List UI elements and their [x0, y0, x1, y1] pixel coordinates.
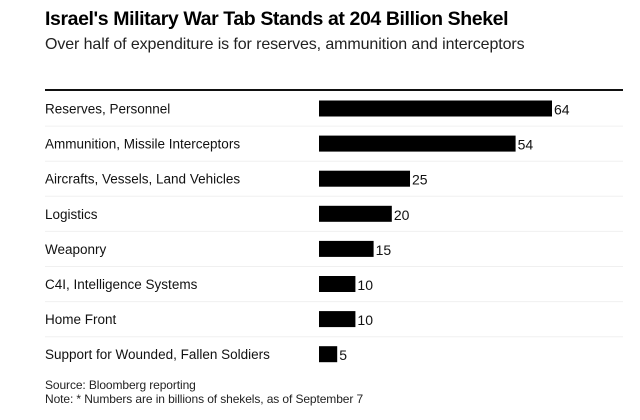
data-label: 15	[376, 242, 392, 258]
bar	[319, 170, 411, 187]
category-label: Logistics	[45, 207, 98, 222]
source-note: Source: Bloomberg reporting	[45, 378, 196, 392]
category-label: Aircrafts, Vessels, Land Vehicles	[45, 172, 240, 187]
bar	[319, 346, 338, 363]
bar	[319, 135, 516, 152]
top-rule	[45, 89, 623, 91]
bar	[319, 100, 552, 117]
data-label: 64	[554, 102, 570, 118]
data-label: 20	[394, 207, 410, 223]
category-label: Weaponry	[45, 242, 107, 257]
category-label: Reserves, Personnel	[45, 102, 170, 117]
data-label: 54	[518, 137, 534, 153]
bar	[319, 311, 356, 328]
data-label: 10	[357, 277, 373, 293]
bar	[319, 276, 356, 292]
category-label: Ammunition, Missile Interceptors	[45, 137, 240, 152]
category-label: C4I, Intelligence Systems	[45, 277, 198, 292]
bar	[319, 205, 392, 222]
chart-footer: Source: Bloomberg reporting Note: * Numb…	[45, 378, 364, 406]
data-label: 10	[357, 312, 373, 328]
bar	[319, 240, 374, 257]
category-label: Support for Wounded, Fallen Soldiers	[45, 347, 270, 362]
data-label: 25	[412, 172, 428, 188]
category-label: Home Front	[45, 312, 117, 327]
data-label: 5	[339, 347, 347, 363]
chart-title: Israel's Military War Tab Stands at 204 …	[45, 8, 509, 30]
chart-subtitle: Over half of expenditure is for reserves…	[45, 36, 525, 53]
units-note: Note: * Numbers are in billions of sheke…	[45, 391, 364, 406]
